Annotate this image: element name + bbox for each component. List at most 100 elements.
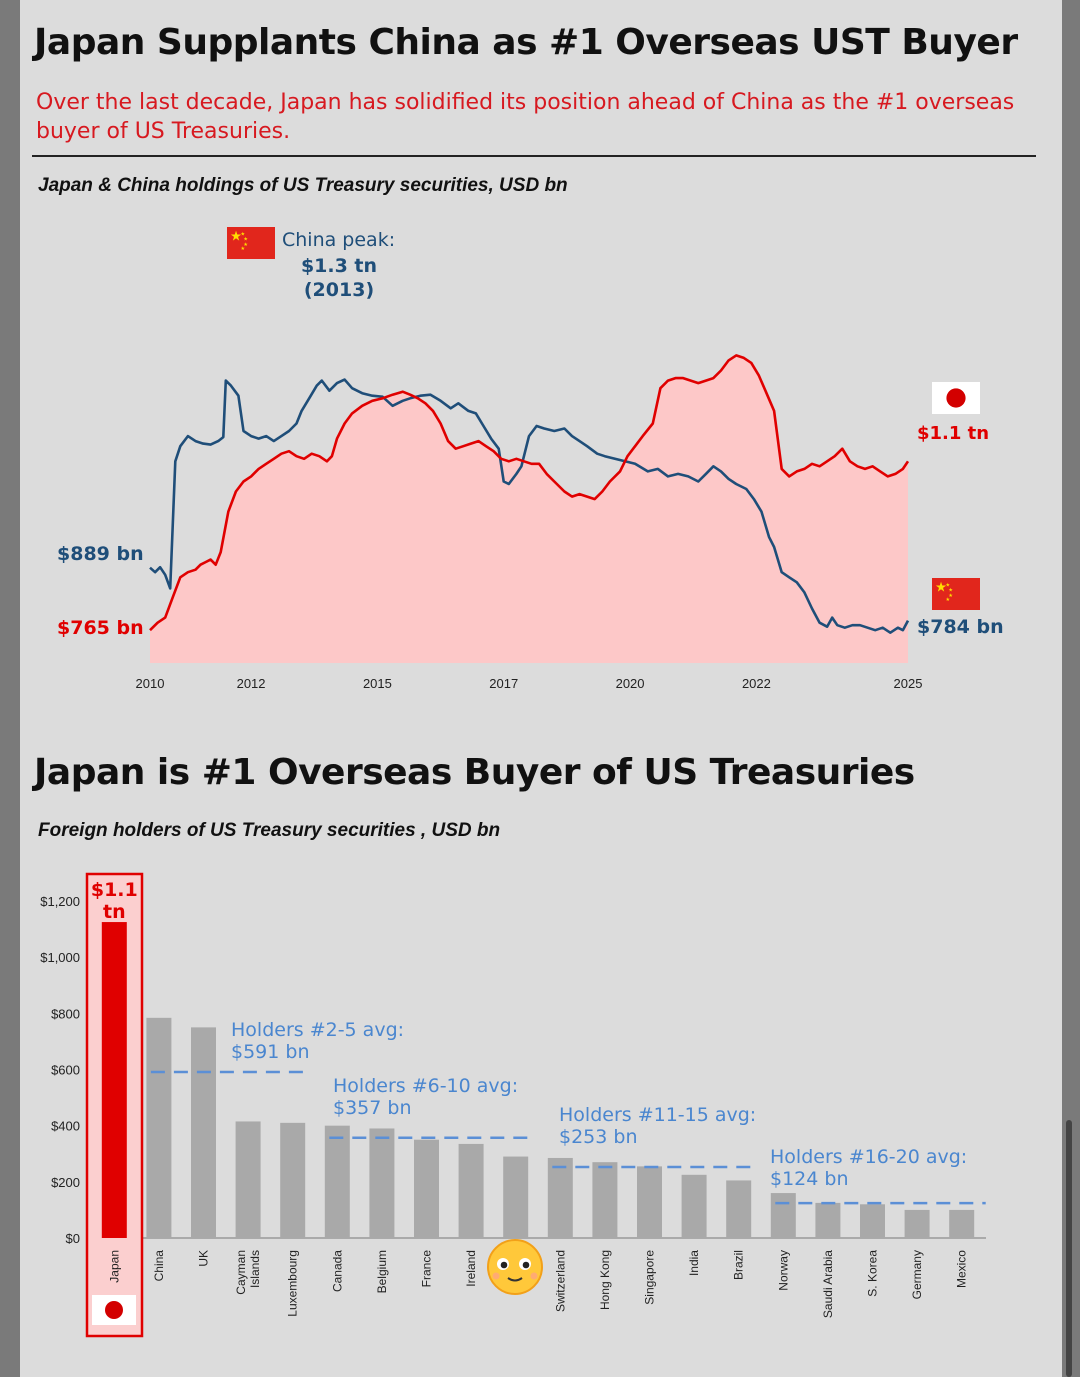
x-category-label: Luxembourg: [286, 1250, 300, 1317]
japan-area-fill: [150, 355, 908, 663]
bar: [458, 1143, 484, 1238]
x-tick-label: 2010: [136, 676, 165, 691]
smiley-cheek: [530, 1272, 538, 1280]
x-tick-label: 2025: [894, 676, 923, 691]
china-series-line: [149, 378, 910, 635]
group-average-value: $591 bn: [231, 1041, 310, 1063]
y-tick-label: $0: [66, 1231, 80, 1246]
x-tick-label: 2017: [489, 676, 518, 691]
bar: [547, 1157, 573, 1238]
china-end-label: $784 bn: [917, 616, 1004, 638]
x-tick-label: 2012: [237, 676, 266, 691]
flag-small-star: ★: [945, 597, 950, 603]
page-title: Japan Supplants China as #1 Overseas UST…: [34, 22, 1018, 63]
x-category-label: Norway: [776, 1250, 790, 1291]
y-tick-label: $400: [51, 1119, 80, 1134]
flag-small-star: ★: [243, 242, 248, 248]
bar: [860, 1204, 885, 1238]
bar: [369, 1128, 395, 1238]
bar: [101, 922, 127, 1238]
china-flag-icon: ★★★★★: [227, 227, 275, 259]
bar-chart: $1,200 $1,000 $800 $600 $400 $200 $0 $1.1tn Japa…: [40, 872, 986, 1338]
flag-star: ★: [935, 580, 947, 595]
china-flag-icon: ★★★★★: [932, 578, 980, 610]
bar: [637, 1166, 662, 1238]
y-tick-label: $1,000: [40, 950, 80, 965]
bar: [503, 1156, 529, 1238]
group-average-label: Holders #6-10 avg:: [333, 1075, 518, 1097]
group-average-label: Holders #2-5 avg:: [231, 1019, 404, 1041]
title-divider: [32, 155, 1036, 157]
japan-series-line: [149, 354, 910, 632]
japan-end-label: $1.1 tn: [917, 423, 989, 444]
x-category-label: China: [152, 1250, 166, 1282]
smiley-mouth: [507, 1277, 523, 1282]
smiley-face-icon: [487, 1239, 543, 1295]
x-category-label: Singapore: [643, 1250, 657, 1305]
bar: [949, 1209, 975, 1238]
bar: [414, 1139, 439, 1238]
y-tick-label: $600: [51, 1063, 80, 1078]
japan-flag-icon: [932, 382, 980, 414]
bar: [815, 1202, 841, 1238]
x-category-label: UK: [197, 1250, 211, 1267]
china-peak-label: China peak:: [282, 229, 395, 251]
china-peak-value: $1.3 tn: [301, 255, 377, 277]
x-tick-label: 2015: [363, 676, 392, 691]
smiley-pupil: [522, 1261, 530, 1269]
x-category-label: Canada: [330, 1250, 344, 1292]
bar: [904, 1209, 930, 1238]
bar: [681, 1174, 707, 1238]
x-category-label: Islands: [248, 1250, 262, 1288]
group-average-label: Holders #11-15 avg:: [559, 1104, 756, 1126]
group-average-label: Holders #16-20 avg:: [770, 1146, 967, 1168]
flag-sun: [946, 388, 966, 408]
x-category-label: Switzerland: [553, 1250, 567, 1312]
smiley-pupil: [500, 1261, 508, 1269]
china-peak-year: (2013): [304, 279, 374, 301]
japan-bar-value-label: $1.1: [91, 879, 138, 901]
smiley-cheek: [492, 1272, 500, 1280]
x-category-label: S. Korea: [866, 1250, 880, 1297]
flag-small-star: ★: [948, 593, 953, 599]
bar: [770, 1193, 796, 1238]
x-category-label: Germany: [910, 1250, 924, 1299]
y-tick-label: $800: [51, 1006, 80, 1021]
x-category-label: Cayman: [234, 1250, 248, 1295]
japan-start-label: $765 bn: [57, 617, 144, 639]
x-category-label: Japan: [107, 1250, 121, 1283]
x-category-label: Saudi Arabia: [821, 1250, 835, 1318]
flag-small-star: ★: [945, 583, 950, 589]
flag-field: [932, 578, 980, 610]
japan-flag-icon: [92, 1295, 136, 1325]
bar: [280, 1122, 306, 1238]
page-subtitle: Over the last decade, Japan has solidifi…: [36, 90, 1015, 144]
group-average-value: $357 bn: [333, 1097, 412, 1119]
bar: [324, 1125, 350, 1238]
x-category-label: Ireland: [464, 1250, 478, 1287]
section-title: Japan is #1 Overseas Buyer of US Treasur…: [34, 752, 915, 793]
flag-sun: [105, 1301, 123, 1319]
line-chart-title: Japan & China holdings of US Treasury se…: [38, 175, 568, 196]
x-category-label: Belgium: [375, 1250, 389, 1293]
flag-field: [227, 227, 275, 259]
japan-bar-value-unit: tn: [103, 901, 126, 923]
bar: [592, 1162, 618, 1238]
bar: [726, 1180, 752, 1238]
line-chart: 2010 2012 2015 2017 2020 2022 2025 $889 bn $765 …: [57, 227, 1004, 691]
y-tick-label: $1,200: [40, 894, 80, 909]
bar: [235, 1121, 261, 1238]
flag-star: ★: [230, 229, 242, 244]
bar-chart-title: Foreign holders of US Treasury securitie…: [38, 820, 501, 841]
group-average-value: $124 bn: [770, 1168, 849, 1190]
bar: [146, 1017, 172, 1238]
scrollbar[interactable]: [1066, 1120, 1072, 1377]
x-tick-label: 2020: [616, 676, 645, 691]
x-category-label: Mexico: [955, 1250, 969, 1288]
smiley-outline: [487, 1239, 543, 1295]
smiley-face: [488, 1240, 542, 1294]
flag-small-star: ★: [240, 246, 245, 252]
group-average-value: $253 bn: [559, 1126, 638, 1148]
x-tick-label: 2022: [742, 676, 771, 691]
